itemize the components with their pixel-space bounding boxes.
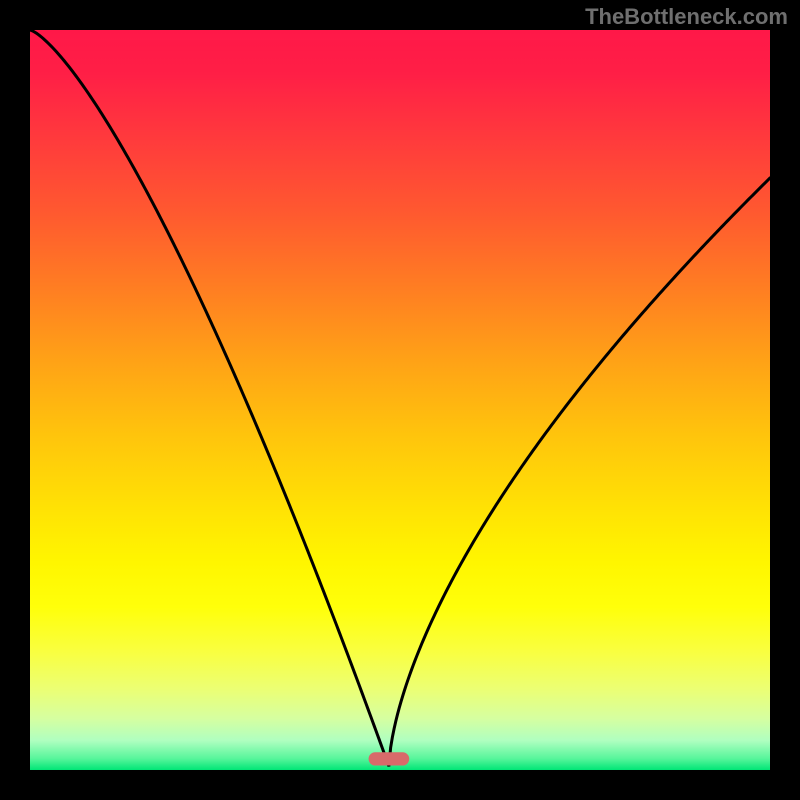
vertex-marker: [369, 752, 410, 765]
plot-background: [30, 30, 770, 770]
chart-svg: [0, 0, 800, 800]
chart-frame: TheBottleneck.com: [0, 0, 800, 800]
watermark-label: TheBottleneck.com: [585, 4, 788, 30]
